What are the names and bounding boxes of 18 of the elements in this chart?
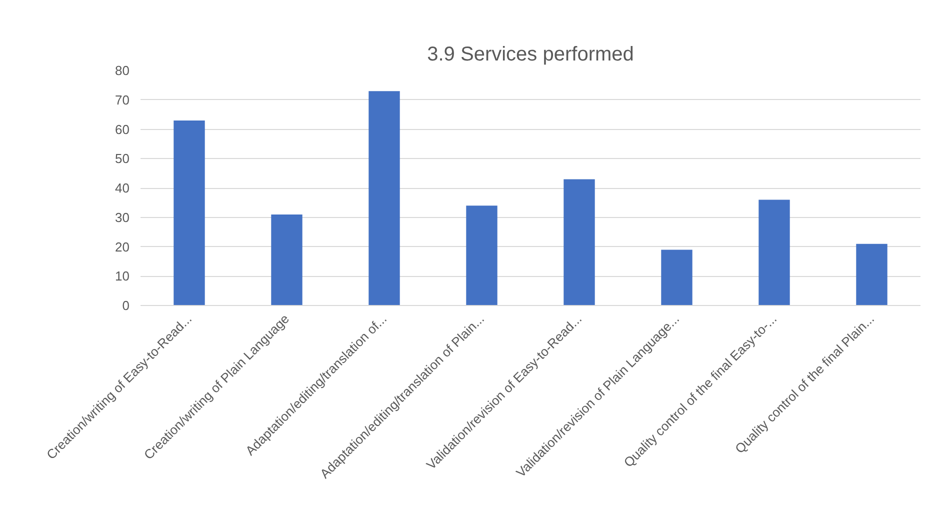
y-tick-label: 0 — [122, 298, 130, 313]
y-tick-label: 50 — [115, 151, 130, 166]
y-tick-label: 30 — [115, 210, 130, 225]
bar — [368, 91, 400, 306]
y-tick-label: 40 — [115, 180, 130, 196]
bar — [271, 214, 302, 306]
y-tick-label: 20 — [115, 239, 130, 254]
bar — [466, 206, 498, 306]
chart-title: 3.9 Services performed — [427, 44, 634, 66]
y-tick-label: 70 — [115, 92, 130, 108]
y-tick-label: 10 — [115, 268, 130, 284]
y-tick-label: 80 — [115, 63, 130, 78]
bar — [564, 179, 595, 306]
bar — [758, 200, 790, 306]
y-tick-label: 60 — [115, 122, 130, 137]
bar — [661, 250, 692, 306]
bar — [174, 120, 205, 306]
bar — [856, 244, 888, 306]
